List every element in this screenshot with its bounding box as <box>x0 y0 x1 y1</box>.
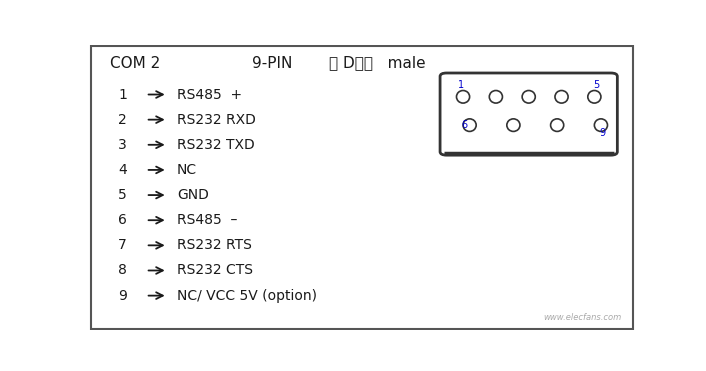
Ellipse shape <box>463 119 476 131</box>
Text: 5: 5 <box>593 80 599 90</box>
Text: 6: 6 <box>119 213 127 227</box>
Text: RS485  –: RS485 – <box>177 213 237 227</box>
Ellipse shape <box>489 91 503 103</box>
Text: COM 2: COM 2 <box>110 56 160 70</box>
Text: 8: 8 <box>119 263 127 278</box>
Text: 9-PIN: 9-PIN <box>253 56 293 70</box>
Ellipse shape <box>457 91 469 103</box>
Text: 1: 1 <box>458 80 464 90</box>
Text: 1: 1 <box>119 88 127 102</box>
Text: 5: 5 <box>119 188 127 202</box>
Ellipse shape <box>507 119 520 131</box>
Text: NC: NC <box>177 163 197 177</box>
Text: RS485  +: RS485 + <box>177 88 242 102</box>
Ellipse shape <box>555 91 568 103</box>
Ellipse shape <box>522 91 535 103</box>
Text: www.elecfans.com: www.elecfans.com <box>544 313 622 322</box>
Ellipse shape <box>594 119 607 131</box>
Text: RS232 CTS: RS232 CTS <box>177 263 253 278</box>
Text: NC/ VCC 5V (option): NC/ VCC 5V (option) <box>177 289 317 303</box>
Text: RS232 RXD: RS232 RXD <box>177 113 256 127</box>
Text: GND: GND <box>177 188 209 202</box>
FancyBboxPatch shape <box>440 73 617 155</box>
Text: 7: 7 <box>119 238 127 252</box>
Text: 6: 6 <box>462 119 467 129</box>
Ellipse shape <box>551 119 563 131</box>
Text: 9: 9 <box>119 289 127 303</box>
Text: 公 D型头   male: 公 D型头 male <box>329 56 426 70</box>
Text: RS232 RTS: RS232 RTS <box>177 238 252 252</box>
Text: 9: 9 <box>600 128 606 138</box>
Text: 3: 3 <box>119 138 127 152</box>
FancyBboxPatch shape <box>91 46 633 329</box>
Text: 4: 4 <box>119 163 127 177</box>
Text: 2: 2 <box>119 113 127 127</box>
Ellipse shape <box>588 91 601 103</box>
Text: RS232 TXD: RS232 TXD <box>177 138 255 152</box>
